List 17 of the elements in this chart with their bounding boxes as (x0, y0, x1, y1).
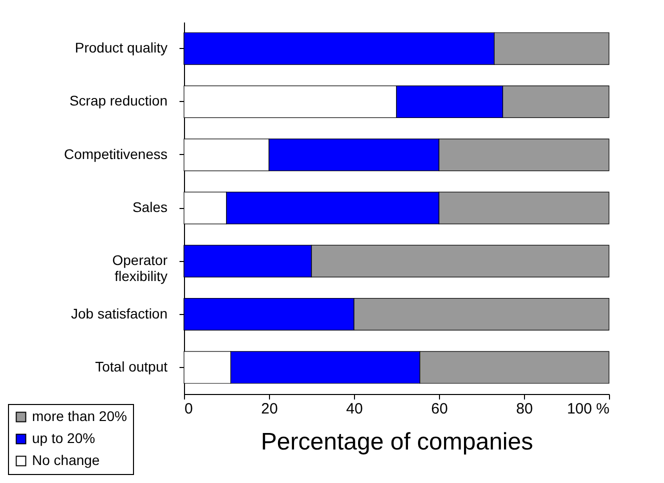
x-tick-label: 100 % (566, 400, 610, 418)
x-tick-label: 80 (516, 400, 533, 418)
y-tick-label: Product quality (74, 40, 168, 56)
y-tick-label: Job satisfaction (71, 305, 168, 322)
y-tick-label: Competitiveness (64, 146, 168, 162)
x-tick-label: 0 (184, 400, 193, 418)
y-tick-label: Operator flexibility (112, 252, 168, 284)
legend-label: up to 20% (32, 430, 96, 446)
y-tick-label: Scrap reduction (69, 92, 168, 109)
legend-label: No change (32, 452, 100, 468)
legend-label: more than 20% (32, 408, 127, 424)
y-tick-label: Sales (132, 199, 168, 215)
x-tick-label: 60 (431, 400, 448, 418)
x-tick-label: 20 (261, 400, 278, 418)
y-tick-label: Total output (95, 358, 168, 374)
x-tick-label: 40 (346, 400, 363, 418)
x-axis-title: Percentage of companies (260, 428, 534, 456)
